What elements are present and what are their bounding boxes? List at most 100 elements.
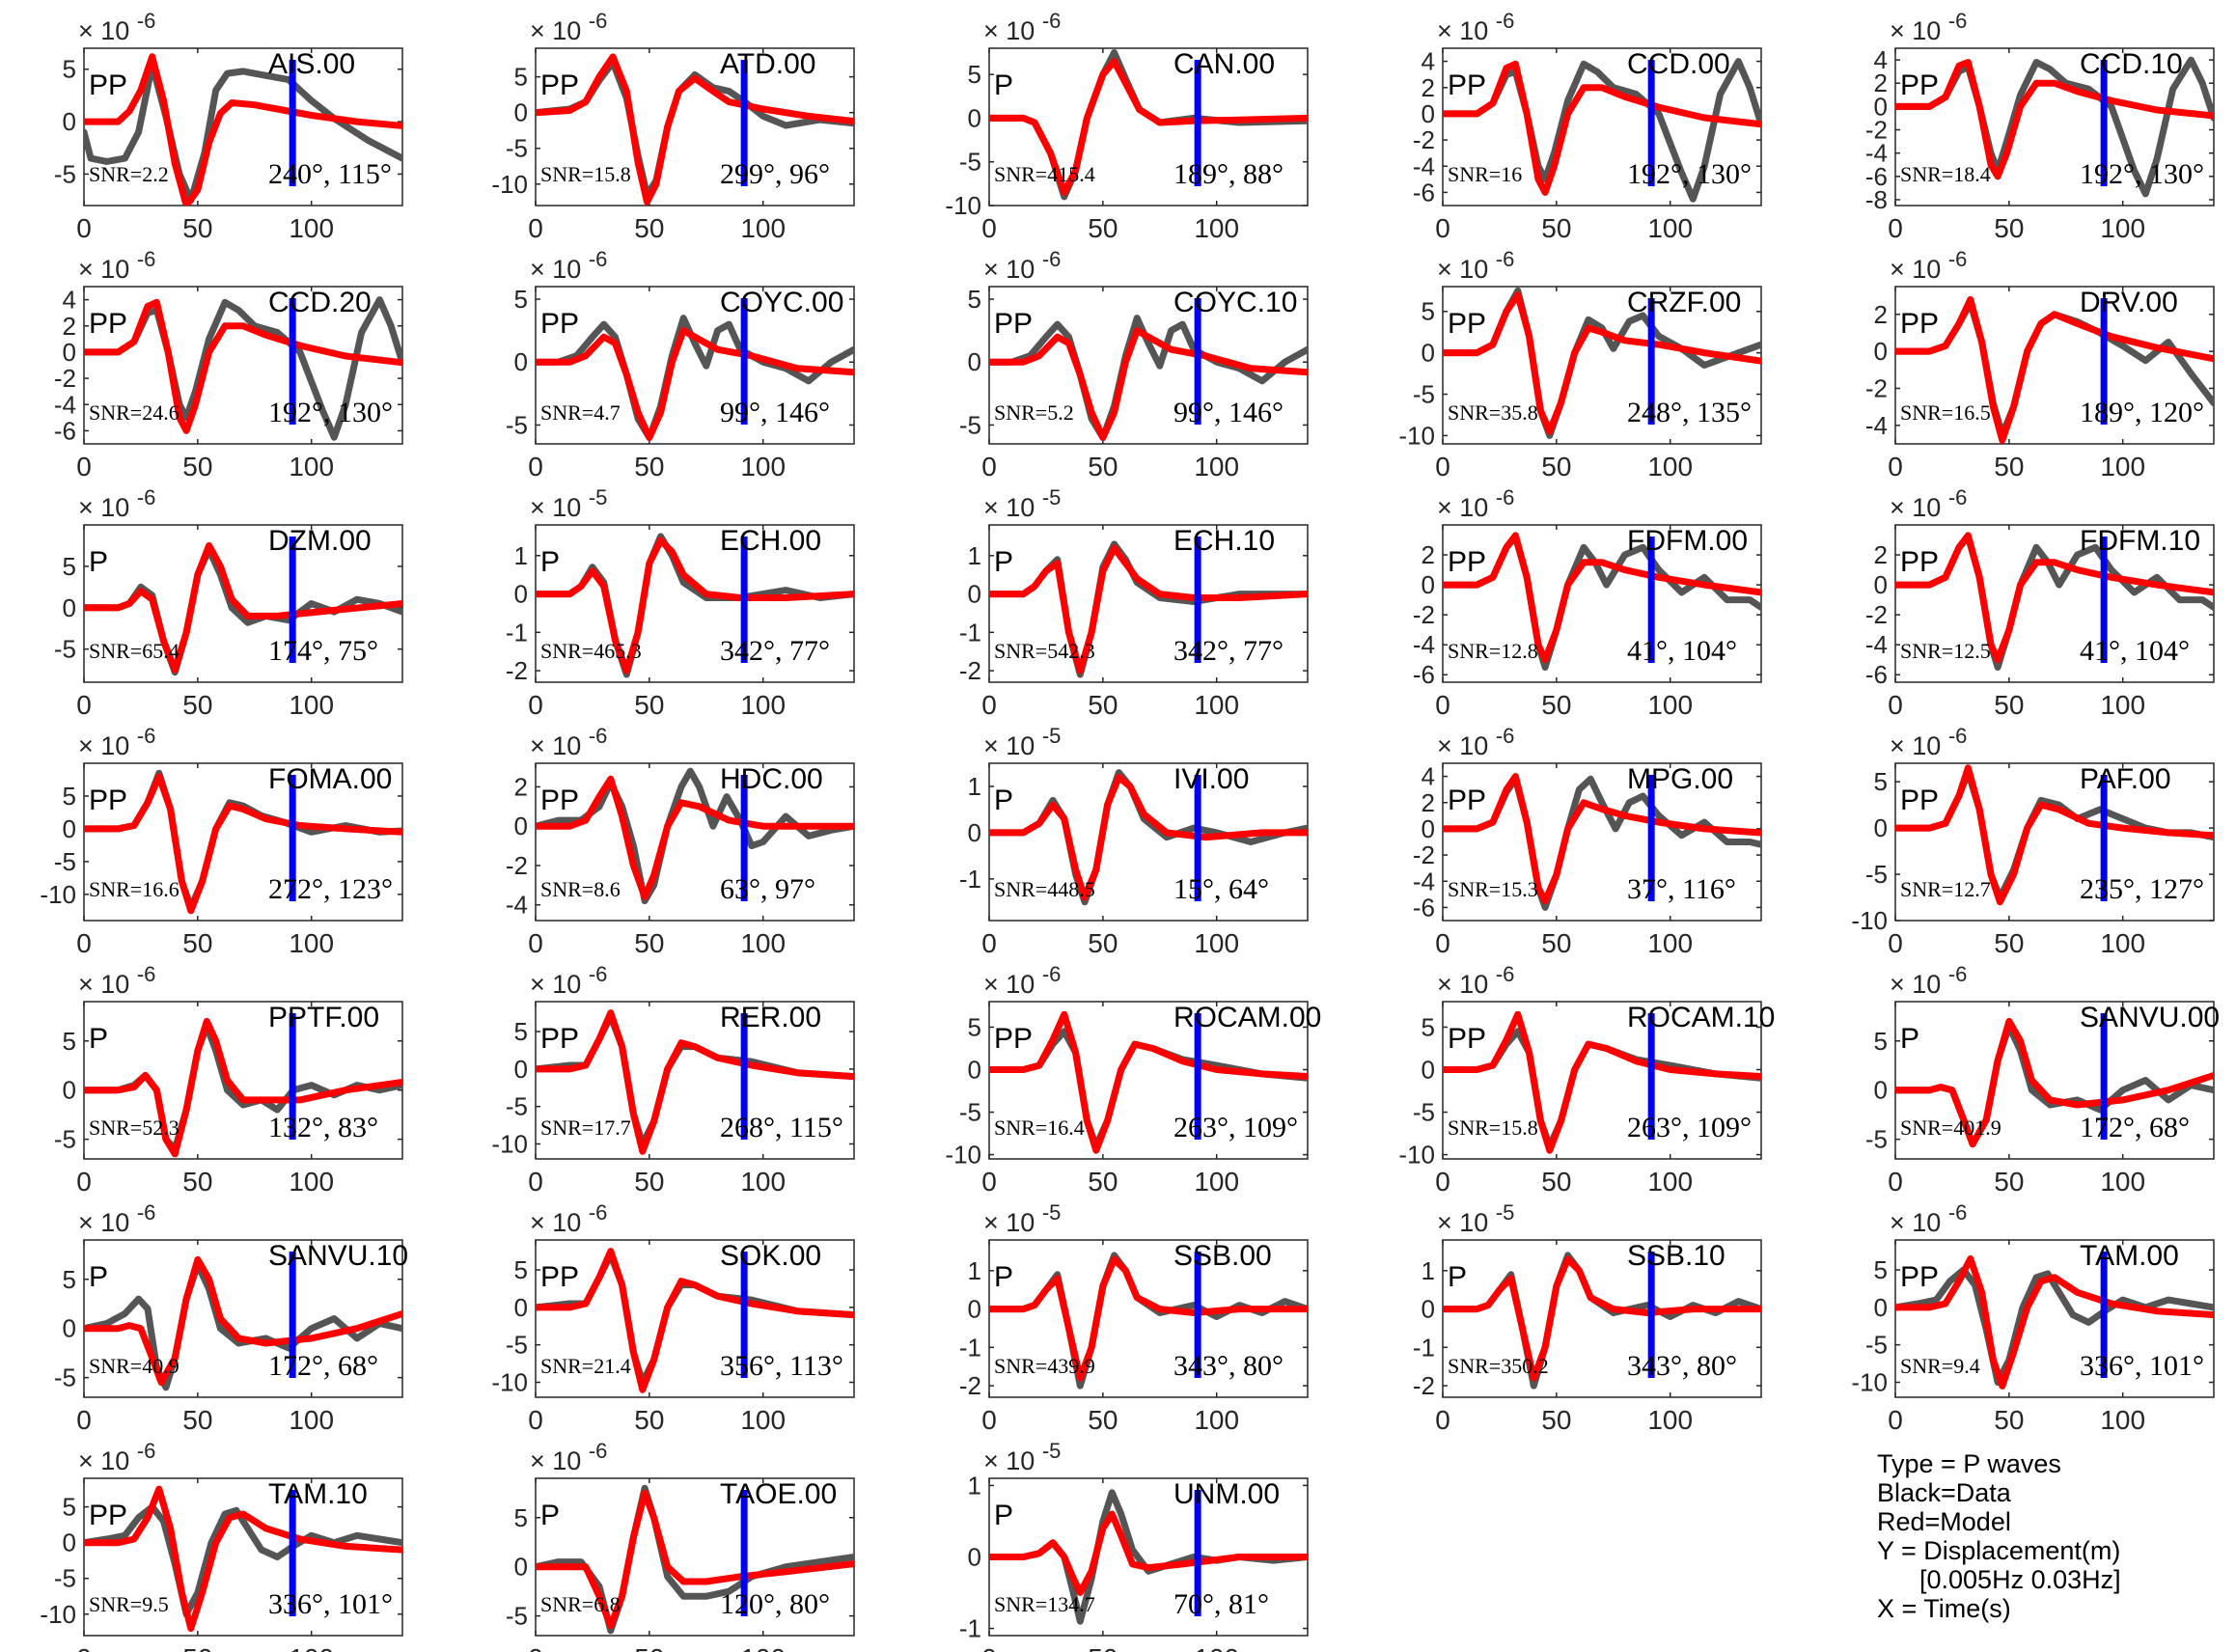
model-trace (1895, 1254, 2214, 1390)
y-tick-label: 0 (514, 1553, 528, 1582)
data-trace (1895, 56, 2214, 198)
y-tick-label: -1 (959, 865, 981, 894)
azimuth-distance-label: 342°, 77° (720, 635, 830, 667)
phase-label: PP (540, 785, 579, 816)
y-tick-label: 0 (63, 814, 76, 843)
x-tick-label: 100 (740, 1643, 786, 1652)
axes-box (535, 47, 855, 206)
snr-label: SNR=65.4 (89, 639, 179, 663)
station-label: FDFM.10 (2080, 525, 2200, 557)
phase-label: PP (1900, 308, 1939, 340)
y-tick-label: 5 (968, 1012, 981, 1041)
x-tick-label: 0 (1888, 928, 1903, 958)
x-tick-label: 50 (1088, 1167, 1118, 1197)
y-tick-label: -6 (1413, 893, 1435, 922)
x-tick-label: 50 (1541, 1167, 1571, 1197)
x-tick-label: 100 (740, 928, 786, 958)
snr-label: SNR=134.7 (994, 1592, 1095, 1616)
x-tick-label: 0 (76, 1167, 92, 1197)
x-tick-label: 50 (182, 690, 212, 720)
legend-model: Red=Model (1877, 1507, 2011, 1536)
axes-box (1894, 762, 2215, 922)
azimuth-distance-label: 235°, 127° (2080, 873, 2204, 905)
axes-box (1442, 286, 1762, 445)
y-tick-label: 0 (968, 580, 981, 609)
station-label: PPTF.00 (268, 1002, 379, 1033)
y-tick-label: 0 (968, 818, 981, 847)
model-trace (1443, 291, 1761, 435)
y-tick-label: -6 (1413, 660, 1435, 689)
y-tick-label: 5 (514, 1503, 528, 1532)
x-tick-label: 100 (289, 928, 334, 958)
phase-label: PP (89, 69, 127, 101)
y-tick-label: -4 (1413, 630, 1435, 659)
y-tick-label: -2 (1865, 373, 1888, 402)
azimuth-distance-label: 268°, 115° (720, 1112, 843, 1143)
model-trace (536, 327, 854, 441)
panel-atd-00: 0 50 100 -10 -5 0 5× 10 -6 PP ATD.00 SNR=15.8 299°… (491, 9, 855, 243)
axes-box (83, 1239, 403, 1398)
y-tick-label: 5 (63, 1493, 76, 1522)
axes-box (535, 1239, 855, 1398)
azimuth-distance-label: 248°, 135° (1627, 397, 1752, 428)
azimuth-distance-label: 240°, 115° (268, 158, 392, 190)
axes-box (535, 762, 855, 922)
y-exponent-label: × 10 -5 (530, 485, 607, 522)
panel-tam-10: 0 50 100 -10 -5 0 5× 10 -6 PP TAM.10 SNR=9.5 336°,… (40, 1439, 403, 1652)
snr-label: SNR=5.2 (994, 400, 1074, 425)
x-tick-label: 0 (981, 1167, 997, 1197)
model-trace (84, 1017, 402, 1158)
y-tick-label: -6 (1865, 162, 1888, 191)
snr-label: SNR=21.4 (540, 1354, 631, 1378)
x-tick-label: 100 (289, 1167, 334, 1197)
y-tick-label: -2 (54, 364, 76, 393)
azimuth-distance-label: 174°, 75° (268, 635, 378, 667)
snr-label: SNR=448.5 (994, 877, 1095, 901)
x-tick-label: 100 (2100, 690, 2145, 720)
azimuth-distance-label: 70°, 81° (1173, 1588, 1269, 1620)
phase-label: PP (1900, 546, 1939, 578)
figure-legend: Type = P waves Black=Data Red=Model Y = … (1877, 1449, 2224, 1623)
axes-box (988, 762, 1309, 922)
legend-type: Type = P waves (1877, 1449, 2061, 1478)
x-tick-label: 50 (1541, 213, 1571, 243)
y-tick-label: 0 (1874, 1076, 1888, 1105)
y-tick-label: -5 (506, 1602, 528, 1631)
x-tick-label: 100 (740, 213, 786, 243)
x-tick-label: 100 (2100, 213, 2145, 243)
x-tick-label: 50 (1994, 1405, 2024, 1435)
x-tick-label: 0 (981, 690, 997, 720)
station-label: ROCAM.10 (1627, 1002, 1775, 1033)
y-tick-label: -5 (1865, 1331, 1888, 1360)
x-tick-label: 0 (76, 1405, 92, 1435)
x-tick-label: 0 (1435, 690, 1450, 720)
station-label: CAN.00 (1173, 48, 1275, 80)
y-tick-label: 1 (968, 541, 981, 570)
y-exponent-label: × 10 -6 (78, 1439, 155, 1475)
y-tick-label: -2 (1865, 116, 1888, 145)
y-tick-label: -4 (54, 390, 76, 419)
y-tick-label: -1 (959, 1333, 981, 1362)
y-tick-label: 0 (1422, 1055, 1435, 1084)
x-tick-label: 50 (1088, 928, 1118, 958)
phase-label: P (89, 1261, 108, 1293)
y-tick-label: 0 (1874, 337, 1888, 366)
azimuth-distance-label: 172°, 68° (268, 1350, 378, 1382)
y-tick-label: 0 (1874, 92, 1888, 121)
x-tick-label: 100 (1647, 213, 1693, 243)
y-tick-label: -2 (1865, 600, 1888, 629)
y-tick-label: 5 (1422, 297, 1435, 326)
y-tick-label: -5 (959, 1098, 981, 1127)
station-label: RER.00 (720, 1002, 821, 1033)
model-trace (84, 1485, 402, 1633)
x-tick-label: 50 (1088, 452, 1118, 482)
y-tick-label: -1 (959, 618, 981, 647)
y-tick-label: -10 (491, 1367, 528, 1396)
y-exponent-label: × 10 -6 (1890, 962, 1967, 999)
snr-label: SNR=16.5 (1900, 400, 1991, 425)
azimuth-distance-label: 120°, 80° (720, 1588, 830, 1620)
y-tick-label: 0 (1874, 813, 1888, 842)
x-tick-label: 0 (528, 1643, 543, 1652)
model-trace (1443, 1255, 1761, 1382)
